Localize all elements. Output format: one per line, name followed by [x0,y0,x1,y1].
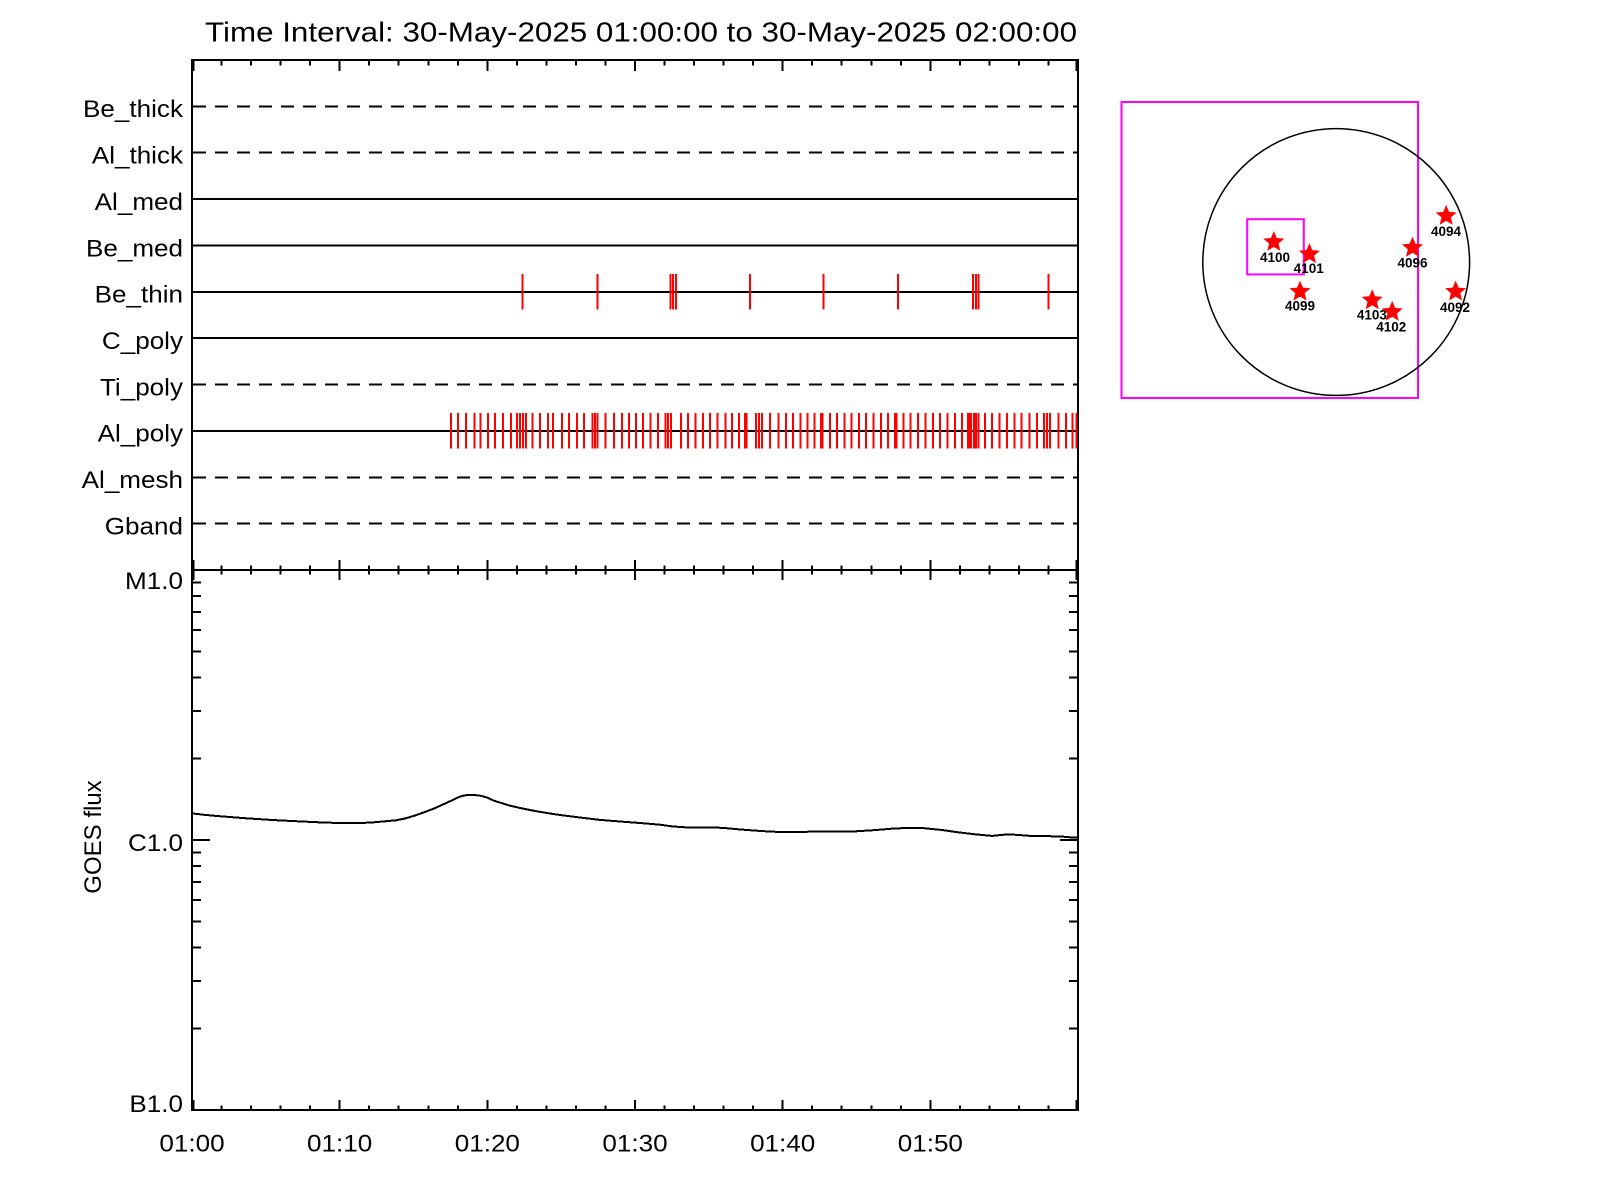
svg-text:Al_med: Al_med [95,189,183,216]
svg-text:4101: 4101 [1294,261,1325,276]
svg-text:Al_thick: Al_thick [92,143,184,170]
svg-text:4100: 4100 [1260,250,1290,265]
svg-text:4103: 4103 [1357,308,1388,323]
svg-text:01:10: 01:10 [307,1131,372,1158]
svg-text:01:00: 01:00 [159,1131,224,1158]
svg-text:4099: 4099 [1285,299,1315,314]
svg-text:B1.0: B1.0 [129,1091,183,1118]
svg-text:Be_thick: Be_thick [83,96,184,123]
svg-text:C_poly: C_poly [102,328,183,355]
svg-text:Gband: Gband [105,513,183,540]
svg-text:Ti_poly: Ti_poly [100,374,183,401]
svg-text:01:20: 01:20 [455,1131,520,1158]
svg-text:01:50: 01:50 [898,1131,963,1158]
svg-text:Be_thin: Be_thin [95,282,183,309]
svg-text:Al_mesh: Al_mesh [82,467,183,494]
svg-text:Al_poly: Al_poly [98,421,183,448]
svg-text:C1.0: C1.0 [128,830,183,857]
svg-text:M1.0: M1.0 [125,568,183,595]
svg-text:01:40: 01:40 [750,1131,815,1158]
svg-text:Be_med: Be_med [86,235,183,262]
svg-text:4102: 4102 [1376,320,1406,335]
svg-text:4094: 4094 [1431,224,1462,239]
svg-text:4096: 4096 [1397,256,1428,271]
svg-text:GOES flux: GOES flux [80,780,107,893]
svg-text:4092: 4092 [1440,300,1470,315]
svg-text:Time Interval: 30-May-2025 01:: Time Interval: 30-May-2025 01:00:00 to 3… [205,17,1077,48]
svg-text:01:30: 01:30 [602,1131,667,1158]
